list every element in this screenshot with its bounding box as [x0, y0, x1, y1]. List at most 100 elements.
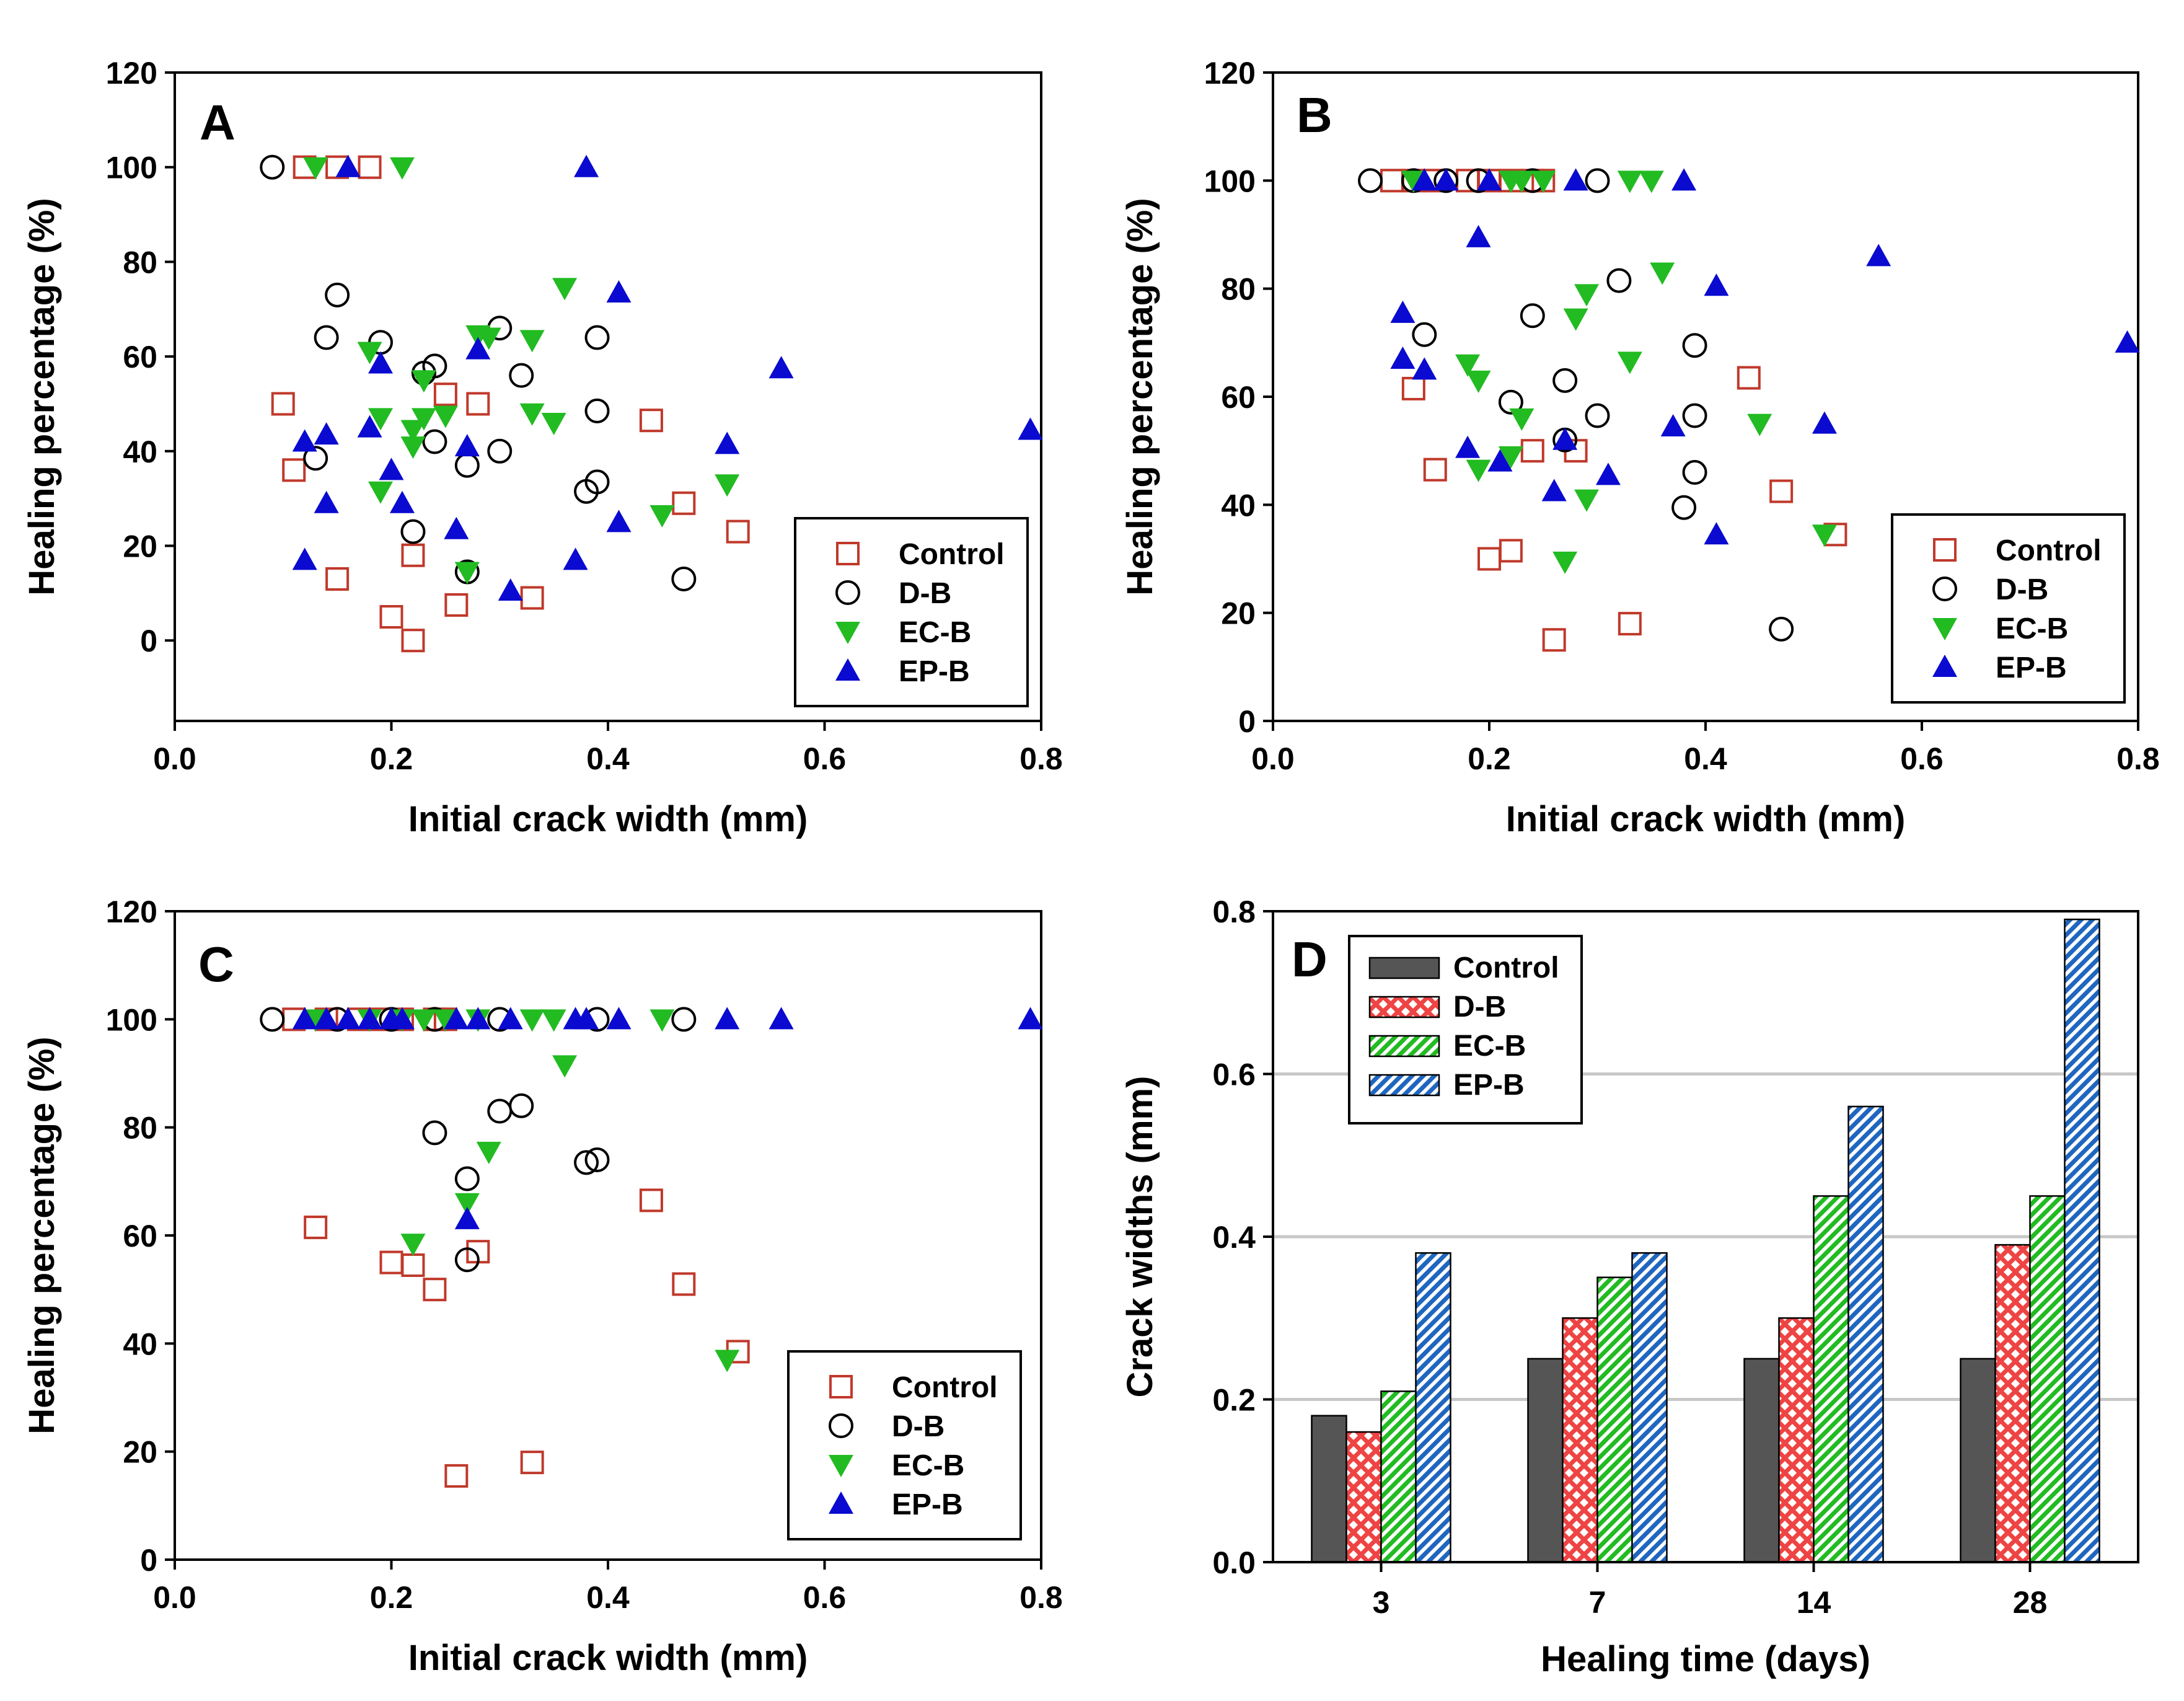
data-point-control [1520, 439, 1544, 463]
bar-d-b-day-28 [1994, 1244, 2031, 1563]
data-point-ep-b [444, 1007, 469, 1030]
legend-marker-ep-b [829, 1491, 853, 1514]
data-point-control [423, 1278, 447, 1302]
x-tick-label: 0.0 [153, 1580, 196, 1615]
scatter-panel-b: 0.0 0.2 0.4 0.6 0.8 0 20 40 60 80 100 120 Initial cr… [1120, 56, 2160, 839]
data-point-ec-b [1747, 413, 1772, 436]
y-tick-label: 60 [123, 1219, 157, 1253]
legend-label: D-B [899, 577, 951, 610]
y-tick-label: 0.6 [1212, 1058, 1256, 1092]
data-point-ec-b [1812, 524, 1837, 547]
data-point-control [672, 491, 696, 515]
x-tick-label: 28 [2013, 1585, 2048, 1620]
data-point-ep-b [1018, 417, 1043, 440]
data-point-ec-b [1552, 551, 1578, 574]
data-point-control [639, 409, 663, 433]
data-point-ep-b [1563, 168, 1588, 191]
bar-d-b-day-7 [1562, 1317, 1598, 1563]
data-point-d-b [454, 1166, 480, 1191]
bar-ec-b-day-3 [1380, 1390, 1417, 1563]
x-tick-label: 14 [1797, 1585, 1831, 1620]
data-point-d-b [1498, 389, 1523, 415]
data-point-d-b [584, 325, 610, 350]
data-point-control [379, 605, 403, 629]
data-point-d-b [303, 446, 328, 471]
data-point-d-b [584, 398, 610, 423]
data-point-ep-b [314, 422, 339, 445]
y-tick-label: 80 [123, 245, 157, 280]
bar-ep-b-day-7 [1631, 1252, 1668, 1563]
bar-ec-b-day-7 [1596, 1276, 1633, 1563]
data-point-control [325, 567, 350, 591]
data-point-ec-b [715, 474, 740, 497]
y-tick-label: 40 [123, 1327, 157, 1361]
data-point-control [639, 1188, 663, 1213]
data-point-ep-b [335, 1007, 361, 1030]
x-tick-label: 0.8 [2116, 741, 2160, 776]
data-point-ep-b [1595, 462, 1621, 485]
y-tick-label: 0.2 [1212, 1383, 1256, 1418]
panel-label-b: B [1297, 87, 1332, 143]
data-point-control [1477, 547, 1501, 571]
data-point-ep-b [368, 351, 394, 374]
data-point-ep-b [1477, 168, 1502, 191]
y-axis-title: Healing percentage (%) [22, 198, 62, 595]
y-tick-label: 40 [1221, 488, 1256, 523]
data-point-ep-b [1660, 413, 1686, 436]
y-tick-label: 0 [140, 1543, 157, 1578]
x-tick-label: 0.2 [370, 741, 413, 776]
scatter-panel-c: 0.0 0.2 0.4 0.6 0.8 0 20 40 60 80 100 120 Initial cr… [22, 895, 1063, 1678]
data-point-control [444, 1464, 469, 1488]
bar-control-day-7 [1527, 1358, 1564, 1563]
data-point-control [1737, 366, 1761, 390]
data-point-ep-b [715, 431, 740, 454]
data-point-d-b [325, 282, 350, 307]
data-point-control [379, 1250, 403, 1275]
data-point-ep-b [1433, 168, 1459, 191]
data-point-ec-b [411, 370, 436, 393]
data-point-control [520, 586, 544, 610]
data-point-ec-b [1617, 351, 1642, 374]
data-point-ep-b [1390, 346, 1416, 369]
y-tick-label: 120 [1204, 56, 1256, 91]
data-point-ep-b [314, 490, 339, 513]
data-point-ec-b [411, 408, 436, 431]
legend-marker-ep-b [1932, 655, 1957, 677]
legend-marker-control [829, 1375, 853, 1398]
x-axis-title: Initial crack width (mm) [1506, 799, 1906, 839]
data-point-ep-b [379, 457, 404, 480]
y-tick-label: 0.0 [1212, 1545, 1256, 1580]
y-tick-label: 20 [1221, 596, 1256, 631]
data-point-d-b [260, 154, 285, 180]
data-point-control [444, 593, 469, 617]
data-point-ec-b [303, 1009, 328, 1032]
legend-label: EC-B [892, 1449, 964, 1482]
scatter-panel-a: 0.0 0.2 0.4 0.6 0.8 0 20 40 60 80 100 120 Initial cr… [22, 56, 1063, 839]
x-axis-title: Healing time (days) [1541, 1639, 1870, 1679]
data-point-ep-b [357, 1007, 382, 1030]
data-point-ep-b [444, 516, 469, 539]
data-point-ec-b [368, 408, 394, 431]
data-point-ec-b [303, 157, 328, 180]
legend-label: Control [899, 538, 1005, 571]
y-tick-label: 100 [1204, 164, 1256, 198]
legend-box [1891, 513, 2126, 704]
data-point-ec-b [433, 405, 458, 428]
legend-label: EC-B [899, 616, 971, 649]
data-point-control [1380, 169, 1404, 193]
data-point-control [1401, 376, 1425, 400]
data-point-control [282, 458, 306, 482]
panel-label-d: D [1292, 932, 1328, 987]
data-point-d-b [1358, 168, 1383, 193]
x-tick-label: 0.4 [586, 741, 630, 776]
data-point-ec-b [1401, 170, 1426, 193]
data-point-d-b [1769, 616, 1794, 642]
data-point-control [1769, 479, 1794, 503]
y-tick-label: 40 [123, 435, 157, 469]
data-point-ec-b [476, 327, 501, 350]
data-point-ep-b [1671, 168, 1697, 191]
data-point-ec-b [1563, 308, 1588, 331]
data-point-ep-b [574, 1007, 599, 1030]
bar-control-day-14 [1743, 1358, 1780, 1563]
